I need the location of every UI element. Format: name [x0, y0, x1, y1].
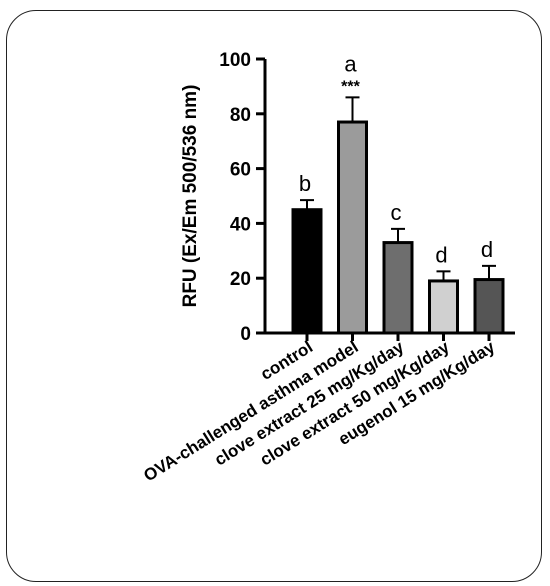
significance-letter-3: d — [435, 242, 447, 267]
significance-letter-1: a — [344, 51, 357, 76]
significance-letter-4: d — [481, 237, 493, 262]
y-tick-label-80: 80 — [230, 105, 251, 126]
y-tick-label-40: 40 — [230, 214, 251, 235]
y-tick-label-0: 0 — [240, 324, 251, 345]
bar-3 — [428, 279, 459, 335]
y-tick-label-100: 100 — [219, 50, 251, 71]
significance-letter-2: c — [391, 200, 402, 225]
bar-4 — [473, 278, 505, 335]
bar-1 — [337, 120, 368, 335]
bars — [291, 96, 505, 335]
y-tick-label-60: 60 — [230, 160, 251, 181]
bar-0 — [291, 208, 323, 335]
y-tick-label-20: 20 — [230, 269, 251, 290]
chart-frame — [6, 10, 542, 582]
significance-stars-1: *** — [341, 78, 360, 95]
significance-letter-0: b — [299, 171, 311, 196]
axes: 0 20 40 60 80 100 — [219, 50, 515, 345]
y-axis-label: RFU (Ex/Em 500/536 nm) — [180, 85, 201, 308]
bar-2 — [382, 241, 414, 335]
